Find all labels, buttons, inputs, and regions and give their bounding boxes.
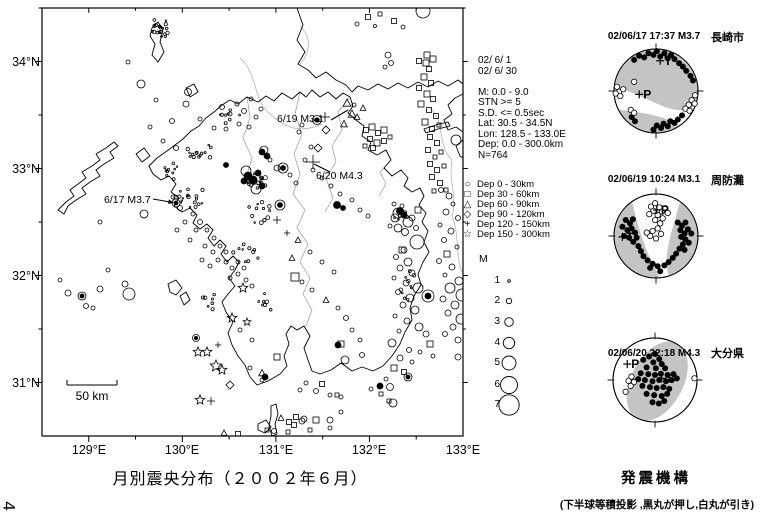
diamond-icon: ◇ xyxy=(463,208,472,220)
lon-label-130e: 130°E xyxy=(164,443,200,457)
svg-text:T: T xyxy=(626,230,634,244)
legend-depth-row-4: + Dep 120 - 150km xyxy=(460,218,550,230)
mechanism-title-suonada: 02/06/19 10:24 M3.1 xyxy=(607,174,701,185)
legend-param-count: N=764 xyxy=(478,150,508,161)
legend-param-lat: Lat: 30.5 - 34.5N xyxy=(478,118,553,129)
legend-param-lon: Lon: 128.5 - 133.0E xyxy=(478,129,566,140)
svg-text:T: T xyxy=(664,54,672,68)
svg-text:P: P xyxy=(643,88,651,102)
mechanism-title-nagasaki: 02/06/17 17:37 M3.7 xyxy=(607,31,701,42)
legend-date-end: 02/ 6/ 30 xyxy=(478,66,517,77)
annotation-617-m37: 6/17 M3.7 xyxy=(104,194,151,206)
magnitude-label-4: 4 xyxy=(494,337,500,348)
magnitude-label-7: 7 xyxy=(494,399,500,410)
square-icon: □ xyxy=(464,188,471,200)
legend-param-magnitude: M: 0.0 - 9.0 xyxy=(478,87,529,98)
mechanism-region-oita: 大分県 xyxy=(711,348,744,360)
depth-range-label: Dep 90 - 120km xyxy=(477,208,545,220)
figure-title: 月別震央分布（２００２年６月） xyxy=(112,471,368,488)
magnitude-label-5: 5 xyxy=(494,357,500,368)
svg-text:P: P xyxy=(661,203,669,217)
depth-range-label: Dep 150 - 300km xyxy=(477,228,550,240)
plus-icon: + xyxy=(464,218,471,230)
magnitude-label-2: 2 xyxy=(494,295,500,306)
legend-depth-row-0: ○ Dep 0 - 30km xyxy=(460,178,535,190)
legend-date-start: 02/ 6/ 1 xyxy=(478,55,512,66)
magnitude-label-3: 3 xyxy=(494,316,500,327)
lon-label-129e: 129°E xyxy=(71,443,107,457)
lon-label-131e: 131°E xyxy=(258,443,294,457)
svg-text:T: T xyxy=(666,371,674,385)
depth-range-label: Dep 0 - 30km xyxy=(477,178,535,190)
mechanism-region-nagasaki: 長崎市 xyxy=(711,32,744,44)
magnitude-legend-header: M xyxy=(479,253,488,265)
lat-label-34n: 34°N xyxy=(12,55,40,69)
star-icon: ☆ xyxy=(463,228,472,240)
lon-label-133e: 133°E xyxy=(445,443,481,457)
annotation-620-m43: 6/20 M4.3 xyxy=(316,170,363,182)
legend-param-dep: Dep: 0.0 - 300.0km xyxy=(478,139,564,150)
epicenter-symbols xyxy=(57,8,463,436)
page-number: 4 xyxy=(0,501,19,511)
legend-depth-row-1: □ Dep 30 - 60km xyxy=(460,188,540,200)
open-circle-icon: ○ xyxy=(464,178,471,190)
map-frame xyxy=(36,7,468,442)
lat-label-31n: 31°N xyxy=(12,376,40,390)
beachball-0: PT xyxy=(608,43,704,139)
magnitude-label-1: 1 xyxy=(494,275,500,286)
legend-param-stn: STN >= 5 xyxy=(478,97,521,108)
mechanism-title-oita: 02/06/20 22:18 M4.3 xyxy=(607,348,701,359)
depth-range-label: Dep 120 - 150km xyxy=(477,218,550,230)
mechanism-region-suonada: 周防灘 xyxy=(711,175,744,187)
mechanism-heading: 発震機構 xyxy=(621,471,691,487)
scale-bar-label: 50 km xyxy=(75,389,109,403)
annotation-619-m31: 6/19 M3.1 xyxy=(277,113,324,125)
beachball-2: PT xyxy=(607,332,703,428)
lon-label-132e: 132°E xyxy=(351,443,387,457)
legend-depth-row-2: △ Dep 60 - 90km xyxy=(460,198,540,210)
legend-depth-row-3: ◇ Dep 90 - 120km xyxy=(460,208,545,220)
legend-param-sd: S.D. <= 0.5sec xyxy=(478,108,545,119)
svg-text:P: P xyxy=(631,357,639,371)
annotation-lines xyxy=(152,109,349,205)
beachball-1: PT xyxy=(608,188,704,284)
depth-range-label: Dep 60 - 90km xyxy=(477,198,540,210)
magnitude-legend-circles xyxy=(498,279,520,416)
lat-label-32n: 32°N xyxy=(12,269,40,283)
legend-depth-row-5: ☆ Dep 150 - 300km xyxy=(460,228,550,240)
lat-label-33n: 33°N xyxy=(12,162,40,176)
triangle-icon: △ xyxy=(463,198,472,210)
depth-range-label: Dep 30 - 60km xyxy=(477,188,540,200)
scale-bar xyxy=(66,380,118,386)
mechanism-caption: (下半球等積投影 ,黒丸が押し,白丸が引き) xyxy=(559,499,755,511)
magnitude-label-6: 6 xyxy=(494,379,500,390)
